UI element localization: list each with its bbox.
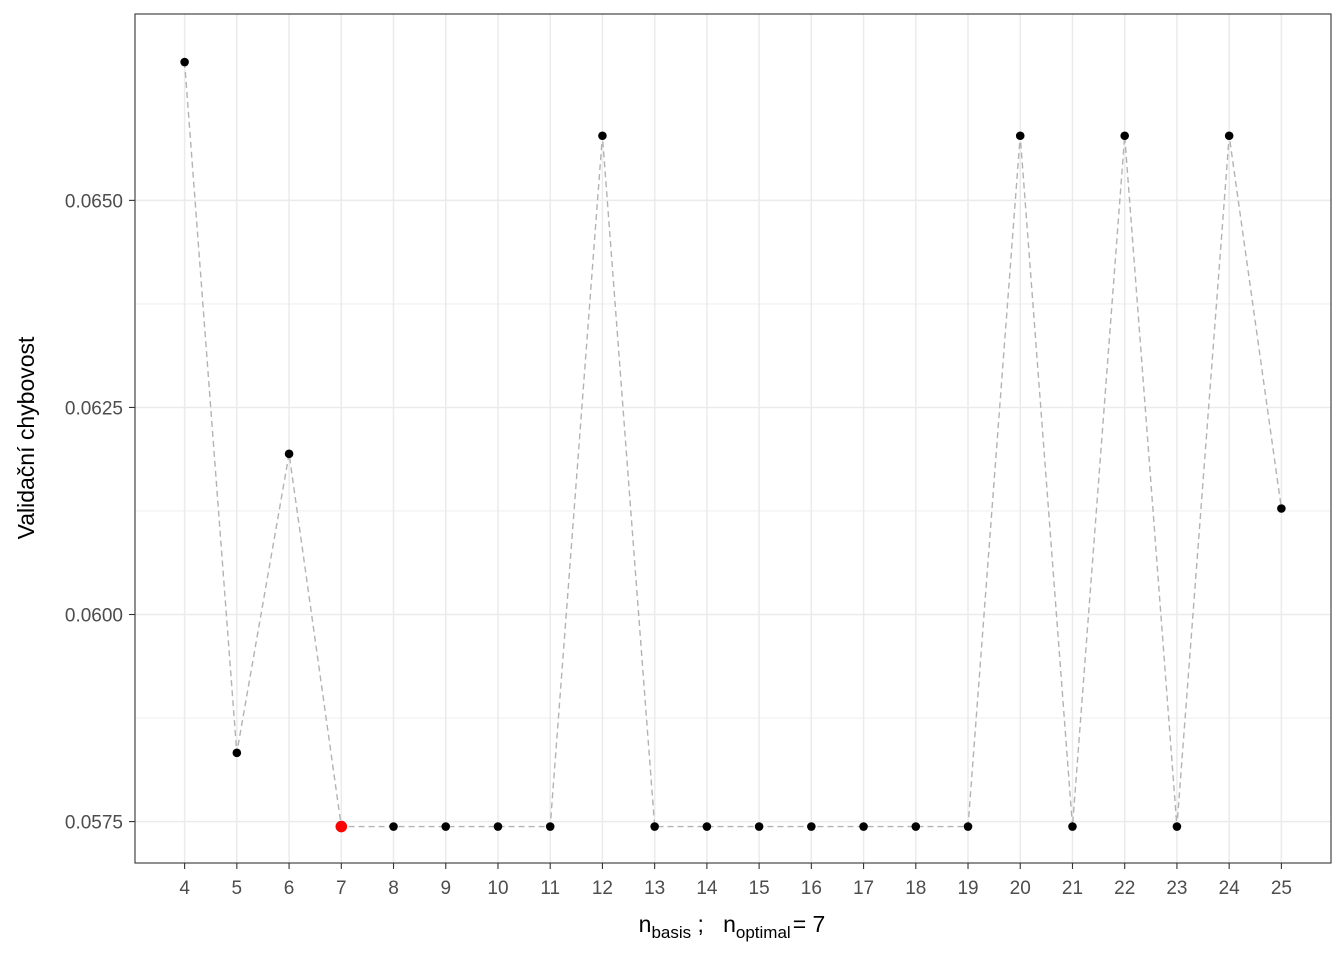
y-tick-label: 0.0625 — [65, 398, 123, 419]
x-tick-label: 9 — [440, 878, 451, 899]
x-tick-label: 25 — [1271, 878, 1292, 899]
x-tick-label: 11 — [540, 878, 560, 899]
x-axis-title-opt-value: = 7 — [793, 911, 826, 937]
x-tick-label: 10 — [487, 878, 508, 899]
x-tick-label: 22 — [1114, 878, 1135, 899]
x-tick-label: 5 — [232, 878, 243, 899]
x-tick-label: 17 — [853, 878, 874, 899]
x-tick-label: 7 — [336, 878, 347, 899]
data-point — [180, 57, 189, 67]
x-tick-label: 15 — [749, 878, 770, 899]
data-point — [284, 449, 294, 459]
data-point — [1172, 822, 1182, 831]
x-tick-label: 20 — [1010, 878, 1031, 899]
data-points — [180, 57, 1286, 833]
x-tick-label: 14 — [696, 878, 718, 899]
x-tick-label: 16 — [801, 878, 822, 899]
y-axis-title: Validační chybovost — [13, 336, 39, 539]
x-tick-label: 23 — [1166, 878, 1187, 899]
x-tick-label: 12 — [592, 878, 613, 899]
x-tick-label: 21 — [1062, 878, 1083, 899]
data-point — [545, 822, 555, 831]
x-tick-label: 18 — [905, 878, 926, 899]
data-point — [1277, 504, 1286, 513]
x-tick-label: 19 — [957, 878, 978, 899]
x-axis-title-separator: ; — [691, 911, 723, 937]
data-point — [754, 822, 764, 831]
y-tick-label: 0.0600 — [65, 606, 123, 627]
x-tick-label: 8 — [388, 878, 399, 899]
data-point — [963, 822, 973, 831]
data-point — [389, 822, 398, 831]
data-point — [1224, 131, 1234, 141]
grid-lines — [135, 14, 1331, 863]
data-point — [859, 822, 868, 831]
panel-border — [134, 13, 1332, 864]
data-point — [650, 822, 659, 831]
y-axis-ticks: 0.0575 0.0600 0.0625 0.0650 — [65, 191, 135, 834]
optimal-point — [335, 820, 348, 833]
data-point — [1120, 131, 1130, 141]
data-point — [1068, 822, 1077, 831]
data-point — [232, 748, 242, 758]
x-axis-title-sub: basis — [651, 923, 691, 942]
series-line — [183, 61, 1283, 828]
data-point — [598, 131, 607, 141]
x-axis-title-n: n — [639, 911, 652, 937]
connector-line-layer — [183, 61, 1283, 828]
data-point — [1015, 131, 1025, 141]
x-tick-label: 4 — [179, 878, 190, 899]
x-axis-title-opt-n: n — [723, 911, 736, 937]
data-point — [702, 822, 712, 831]
x-tick-label: 13 — [644, 878, 665, 899]
data-point — [807, 822, 816, 831]
x-axis-title-opt-sub: optimal — [736, 923, 791, 942]
data-point — [911, 822, 921, 831]
y-tick-label: 0.0575 — [65, 813, 123, 834]
x-axis-title: nbasis ; noptimal= 7 — [639, 911, 826, 942]
data-point — [493, 822, 503, 831]
y-tick-label: 0.0650 — [65, 191, 123, 212]
x-tick-label: 6 — [284, 878, 295, 899]
data-point — [441, 822, 451, 831]
x-tick-label: 24 — [1219, 878, 1241, 899]
x-axis-ticks: 4 5 6 7 8 9 10 11 12 13 14 15 16 17 18 19 20 21 22 23 24 25 — [179, 863, 1292, 899]
